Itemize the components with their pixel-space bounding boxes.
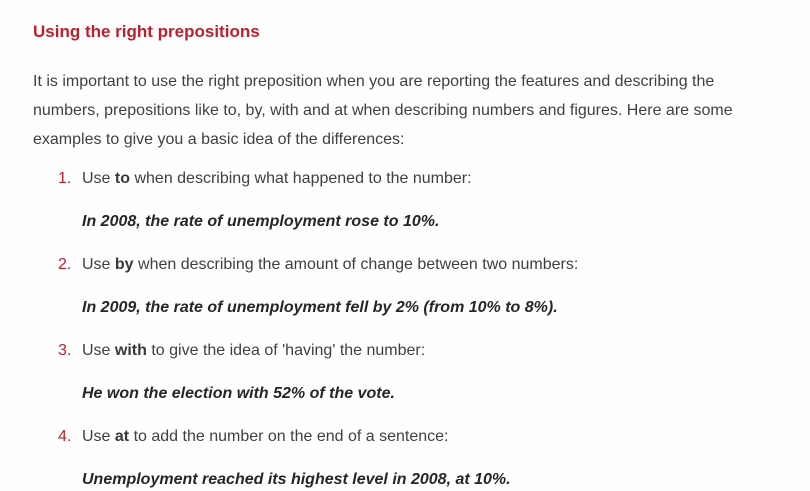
example-sentence: In 2008, the rate of unemployment rose t…	[82, 213, 440, 230]
rule-text: Use at to add the number on the end of a…	[82, 426, 780, 448]
rule-text: Use to when describing what happened to …	[82, 168, 780, 190]
list-item-number: 4.	[58, 428, 72, 445]
rule-text-pre: Use	[82, 256, 115, 273]
rule-text-post: to add the number on the end of a senten…	[129, 428, 449, 445]
list-item: 1. Use to when describing what happened …	[33, 168, 780, 254]
list-item: 2. Use by when describing the amount of …	[33, 254, 780, 340]
example-sentence: Unemployment reached its highest level i…	[82, 471, 511, 488]
rule-keyword: by	[114, 256, 134, 273]
intro-paragraph: It is important to use the right preposi…	[33, 73, 733, 148]
rule-keyword: to	[114, 170, 131, 187]
rule-text-post: when describing the amount of change bet…	[133, 256, 579, 273]
rule-text-pre: Use	[82, 170, 115, 187]
rule-text-pre: Use	[82, 342, 115, 359]
list-item-body: Use by when describing the amount of cha…	[82, 254, 780, 340]
list-item-number: 1.	[58, 170, 72, 187]
rule-keyword: at	[114, 428, 130, 445]
example-sentence: He won the election with 52% of the vote…	[82, 385, 395, 402]
page-title: Using the right prepositions	[33, 22, 260, 41]
list-item-body: Use to when describing what happened to …	[82, 168, 780, 254]
rule-keyword: with	[114, 342, 147, 359]
list-item-body: Use with to give the idea of 'having' th…	[82, 340, 780, 426]
rule-text-post: when describing what happened to the num…	[130, 170, 472, 187]
prepositions-list: 1. Use to when describing what happened …	[33, 168, 780, 491]
list-item-number: 3.	[58, 342, 72, 359]
rule-text: Use with to give the idea of 'having' th…	[82, 340, 780, 362]
list-item-body: Use at to add the number on the end of a…	[82, 426, 780, 491]
list-item: 4. Use at to add the number on the end o…	[33, 426, 780, 491]
rule-text: Use by when describing the amount of cha…	[82, 254, 780, 276]
example-sentence: In 2009, the rate of unemployment fell b…	[82, 299, 558, 316]
rule-text-pre: Use	[82, 428, 115, 445]
rule-text-post: to give the idea of 'having' the number:	[146, 342, 426, 359]
list-item: 3. Use with to give the idea of 'having'…	[33, 340, 780, 426]
list-item-number: 2.	[58, 256, 72, 273]
